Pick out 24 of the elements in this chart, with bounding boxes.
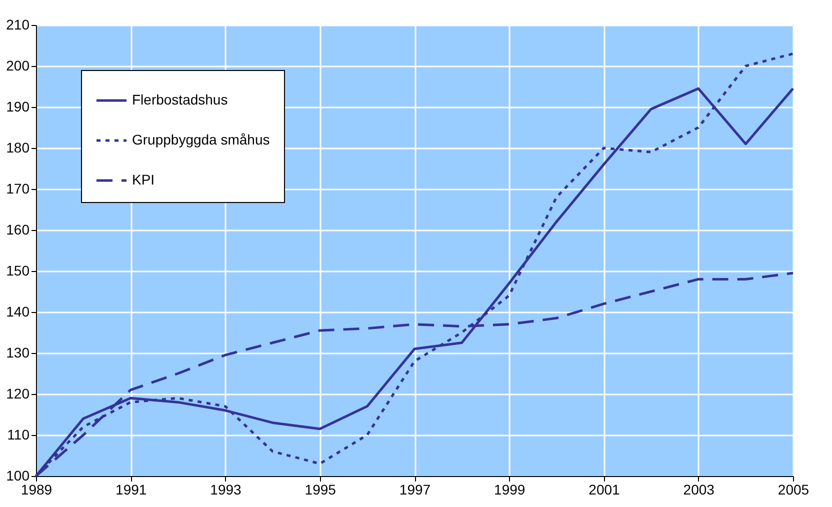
- x-tick-label: 1991: [116, 482, 147, 498]
- y-tick-label: 120: [6, 386, 30, 402]
- y-tick-label: 100: [6, 468, 30, 484]
- x-tick-label: 2001: [588, 482, 620, 498]
- x-tick-label: 1999: [494, 482, 526, 498]
- x-tick-label: 2003: [683, 482, 715, 498]
- y-tick-label: 200: [6, 58, 30, 74]
- x-tick-label: 1989: [20, 482, 52, 498]
- y-tick-label: 210: [6, 16, 30, 32]
- y-tick-label: 190: [6, 98, 30, 114]
- legend-label: Gruppbyggda småhus: [132, 132, 270, 148]
- x-tick-label: 1995: [304, 482, 336, 498]
- x-tick-label: 1993: [210, 482, 242, 498]
- legend-label: Flerbostadshus: [132, 92, 228, 108]
- y-tick-label: 150: [6, 262, 30, 278]
- x-tick-label: 1997: [399, 482, 431, 498]
- y-tick-label: 180: [6, 140, 30, 156]
- y-tick-label: 130: [6, 344, 30, 360]
- x-tick-label: 2005: [778, 482, 810, 498]
- y-tick-label: 140: [6, 304, 30, 320]
- y-tick-label: 110: [7, 426, 30, 442]
- y-tick-label: 170: [6, 180, 30, 196]
- legend-label: KPI: [132, 172, 155, 188]
- y-tick-label: 160: [6, 222, 30, 238]
